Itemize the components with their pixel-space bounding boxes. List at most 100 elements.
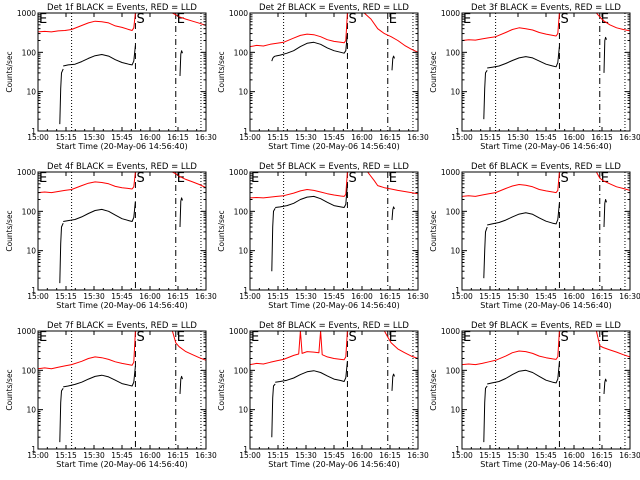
x-tick-label: 16:15: [591, 292, 613, 301]
x-tick-label: 16:15: [379, 292, 401, 301]
x-tick-label: 15:00: [451, 133, 473, 142]
x-tick-label: 15:00: [27, 451, 49, 460]
series-events-line: [603, 36, 607, 73]
series-group: [250, 172, 418, 272]
plot-frame: [249, 330, 419, 450]
marker-label-s: S: [348, 330, 356, 345]
x-tick-label: 16:30: [619, 451, 640, 460]
y-tick-label: 100: [22, 366, 37, 375]
x-tick-label: 16:00: [563, 133, 585, 142]
x-tick-label: 15:00: [27, 133, 49, 142]
series-lld-line: [38, 172, 139, 194]
x-tick-label: 15:30: [295, 451, 317, 460]
y-tick-label: 1000: [229, 327, 248, 336]
x-tick-label: 16:15: [167, 133, 189, 142]
y-tick-label: 10: [238, 88, 248, 97]
plot-frame: [37, 330, 207, 450]
series-events-line: [483, 385, 488, 443]
marker-label-s: S: [348, 171, 356, 186]
marker-label-s: S: [348, 12, 356, 27]
series-lld-line: [172, 13, 206, 26]
y-axis-label: Counts/sec: [429, 369, 438, 410]
y-axis-label: Counts/sec: [5, 369, 14, 410]
y-tick-label: 1: [455, 127, 460, 136]
x-tick-label: 15:45: [323, 292, 345, 301]
x-tick-label: 15:45: [323, 133, 345, 142]
y-axis-label: Counts/sec: [429, 210, 438, 251]
series-events-line: [59, 68, 64, 125]
marker-label-s: S: [560, 330, 568, 345]
marker-label-e: E: [251, 330, 259, 345]
x-tick-label: 15:15: [55, 292, 77, 301]
series-events-line: [603, 199, 607, 228]
y-axis-label: Counts/sec: [5, 210, 14, 251]
series-events-line: [271, 383, 276, 438]
x-tick-label: 15:30: [83, 133, 105, 142]
marker-label-e: E: [389, 330, 397, 345]
y-tick-label: 10: [450, 406, 460, 415]
x-tick-label: 16:30: [195, 451, 217, 460]
y-axis-label: Counts/sec: [217, 51, 226, 92]
x-tick-label: 15:00: [451, 451, 473, 460]
x-tick-label: 16:00: [351, 133, 373, 142]
marker-label-s: S: [136, 12, 144, 27]
y-tick-label: 1: [243, 445, 248, 454]
y-tick-label: 1000: [229, 9, 248, 18]
series-events-line: [391, 373, 395, 391]
x-tick-label: 15:30: [83, 451, 105, 460]
x-tick-label: 16:30: [407, 451, 429, 460]
series-group: [250, 13, 418, 71]
x-axis-label: Start Time (20-May-06 14:56:40): [268, 142, 399, 151]
series-lld-line: [250, 331, 351, 366]
y-tick-label: 1000: [441, 9, 460, 18]
x-tick-label: 16:15: [591, 451, 613, 460]
x-tick-label: 16:30: [407, 292, 429, 301]
series-events-line: [179, 375, 183, 395]
x-tick-label: 15:30: [295, 292, 317, 301]
y-tick-label: 10: [26, 247, 36, 256]
marker-label-e: E: [177, 171, 185, 186]
x-axis-label: Start Time (20-May-06 14:56:40): [268, 301, 399, 310]
x-tick-label: 16:15: [379, 451, 401, 460]
plot-frame: [461, 330, 631, 450]
chart-title: Det 6f BLACK = Events, RED = LLD: [471, 162, 621, 172]
series-events-line: [603, 378, 607, 395]
x-tick-label: 16:00: [563, 451, 585, 460]
series-events-line: [483, 70, 488, 120]
series-events-line: [179, 50, 183, 77]
marker-label-e: E: [463, 12, 471, 27]
series-lld-line: [595, 331, 630, 358]
series-lld-line: [462, 331, 563, 366]
x-tick-label: 16:00: [139, 292, 161, 301]
marker-label-s: S: [560, 12, 568, 27]
marker-label-e: E: [39, 330, 47, 345]
series-group: [462, 13, 630, 120]
y-tick-label: 1: [31, 286, 36, 295]
series-lld-line: [38, 331, 139, 370]
series-lld-line: [357, 13, 418, 53]
series-lld-line: [38, 13, 139, 33]
chart-title: Det 5f BLACK = Events, RED = LLD: [259, 162, 409, 172]
marker-label-e: E: [389, 12, 397, 27]
series-events-line: [63, 365, 136, 388]
marker-label-e: E: [389, 171, 397, 186]
x-tick-label: 16:15: [591, 133, 613, 142]
x-tick-label: 16:00: [139, 133, 161, 142]
x-tick-label: 15:45: [535, 451, 557, 460]
series-lld-line: [172, 172, 206, 189]
chart-title: Det 8f BLACK = Events, RED = LLD: [259, 321, 409, 331]
x-tick-label: 15:15: [267, 133, 289, 142]
chart-title: Det 3f BLACK = Events, RED = LLD: [471, 3, 621, 13]
x-tick-label: 16:00: [351, 292, 373, 301]
marker-label-s: S: [136, 171, 144, 186]
series-lld-line: [462, 13, 563, 41]
series-group: [462, 172, 630, 279]
x-tick-label: 16:30: [195, 133, 217, 142]
x-tick-label: 15:15: [267, 292, 289, 301]
plot-frame: [249, 12, 419, 132]
x-tick-label: 15:30: [507, 133, 529, 142]
marker-label-e: E: [39, 12, 47, 27]
